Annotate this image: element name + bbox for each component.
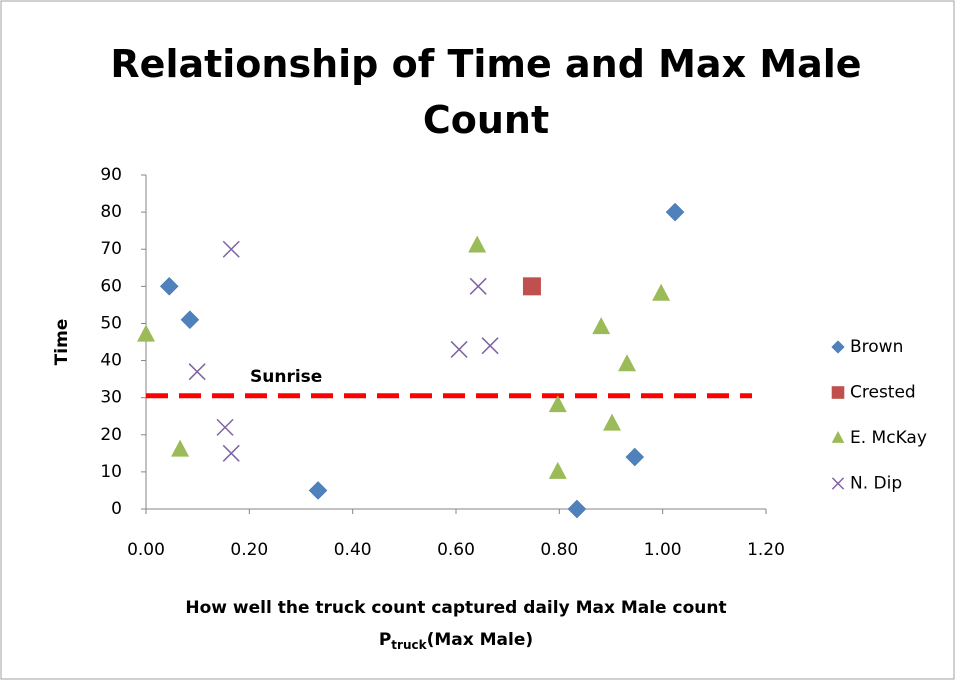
point bbox=[665, 202, 685, 222]
point bbox=[548, 461, 567, 479]
point bbox=[308, 481, 328, 500]
point bbox=[603, 413, 622, 431]
y-tick-label: 80 bbox=[100, 202, 122, 222]
legend-marker bbox=[831, 477, 845, 490]
point bbox=[222, 444, 240, 462]
point bbox=[450, 340, 468, 358]
formula-suffix: (Max Male) bbox=[427, 630, 534, 650]
point bbox=[188, 363, 206, 381]
x-axis-formula: Ptruck(Max Male) bbox=[379, 630, 533, 652]
point bbox=[216, 418, 234, 436]
point bbox=[567, 499, 587, 519]
x-tick-label: 0.80 bbox=[540, 540, 578, 560]
point bbox=[652, 283, 671, 301]
y-tick-label: 60 bbox=[100, 276, 122, 296]
x-tick-label: 0.60 bbox=[437, 540, 475, 560]
point bbox=[159, 276, 179, 296]
legend-label: Brown bbox=[850, 337, 903, 357]
point bbox=[222, 240, 240, 258]
chart-title: Relationship of Time and Max Male Count bbox=[110, 42, 862, 142]
point bbox=[469, 277, 487, 295]
legend-marker bbox=[831, 340, 845, 354]
x-tick-label: 1.00 bbox=[644, 540, 682, 560]
legend-label: N. Dip bbox=[850, 474, 902, 494]
y-tick-label: 10 bbox=[100, 462, 122, 482]
point bbox=[522, 277, 541, 296]
point bbox=[180, 310, 200, 330]
formula-base: P bbox=[379, 630, 391, 650]
legend-marker bbox=[831, 431, 845, 443]
y-tick-label: 40 bbox=[100, 351, 122, 371]
y-tick-label: 20 bbox=[100, 425, 122, 445]
y-tick-label: 50 bbox=[100, 313, 122, 333]
x-tick-label: 1.20 bbox=[747, 540, 785, 560]
y-tick-label: 30 bbox=[100, 388, 122, 408]
point bbox=[618, 354, 637, 372]
point bbox=[592, 317, 611, 335]
y-axis-label: Time bbox=[52, 319, 72, 366]
legend-label: Crested bbox=[850, 383, 916, 403]
point bbox=[548, 395, 567, 413]
point bbox=[137, 324, 155, 342]
x-tick-label: 0.00 bbox=[127, 540, 165, 560]
x-tick-label: 0.40 bbox=[334, 540, 372, 560]
sunrise-label: Sunrise bbox=[250, 367, 322, 387]
point bbox=[171, 439, 190, 457]
point bbox=[468, 235, 487, 253]
point bbox=[481, 337, 499, 355]
legend-marker bbox=[831, 386, 845, 399]
point bbox=[625, 447, 645, 467]
x-axis-label: How well the truck count captured daily … bbox=[185, 598, 726, 618]
x-tick-label: 0.20 bbox=[230, 540, 268, 560]
legend-label: E. McKay bbox=[850, 428, 927, 448]
y-tick-label: 0 bbox=[111, 499, 122, 519]
y-tick-label: 90 bbox=[100, 165, 122, 185]
formula-subscript: truck bbox=[391, 638, 427, 652]
y-tick-label: 70 bbox=[100, 239, 122, 259]
